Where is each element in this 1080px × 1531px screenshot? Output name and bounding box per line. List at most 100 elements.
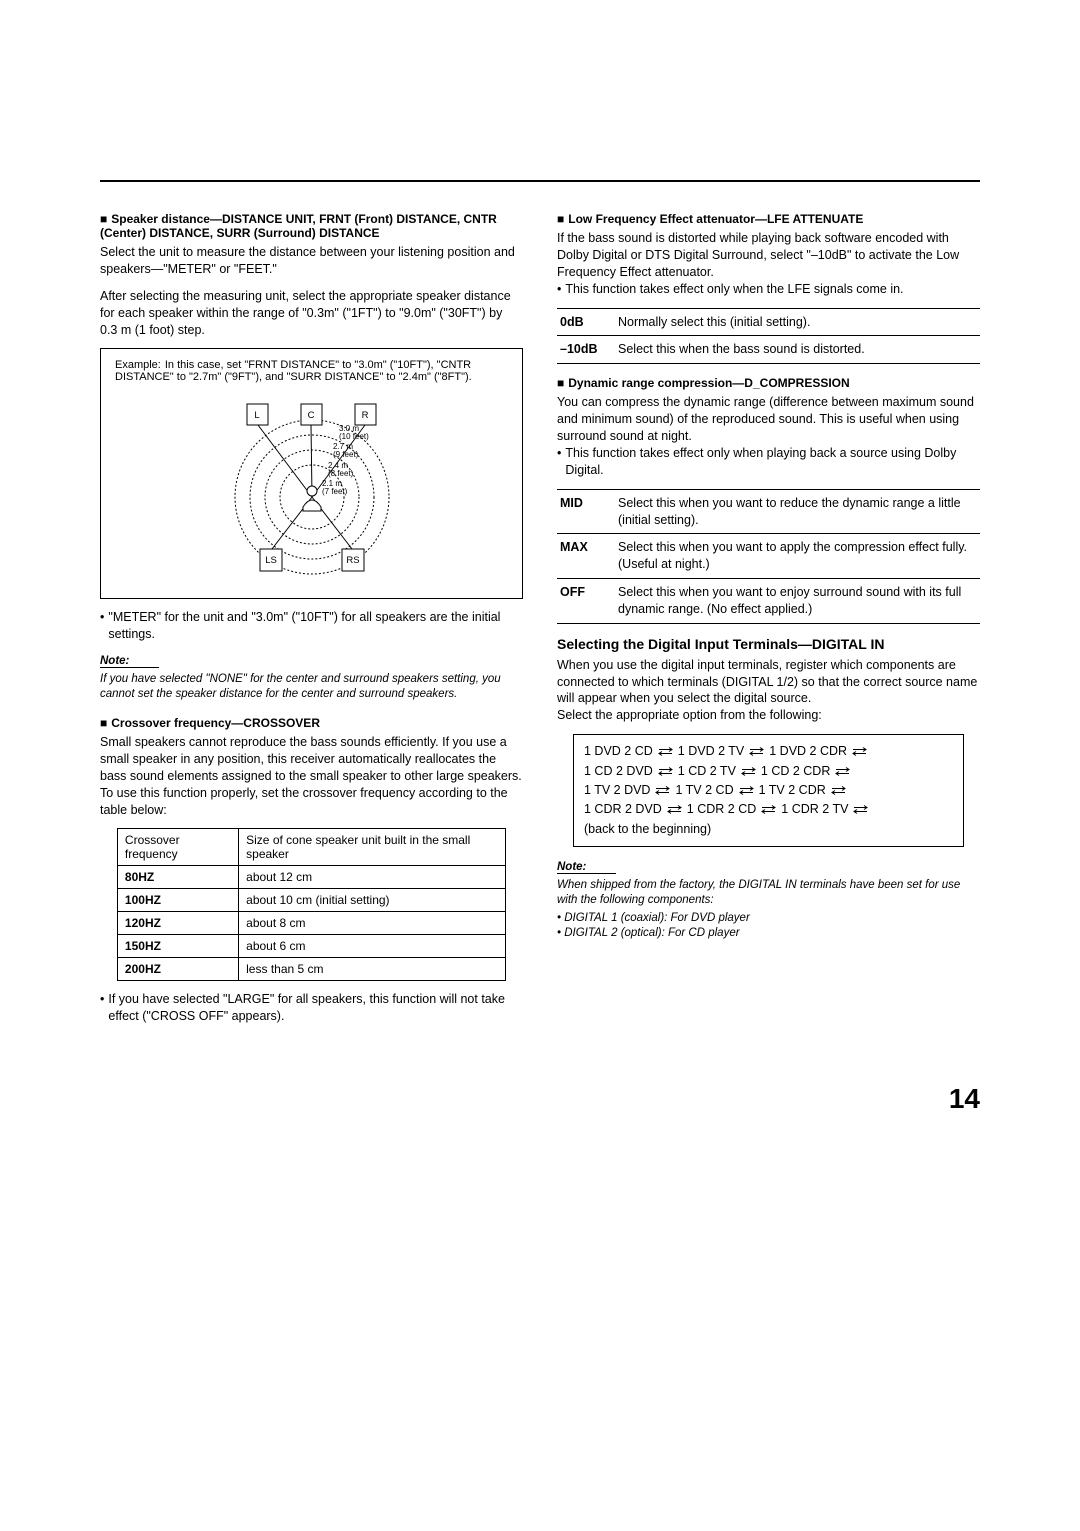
square-bullet-icon: ■: [100, 212, 107, 226]
swap-arrows-icon: [760, 805, 777, 814]
cell-val: about 12 cm: [239, 866, 506, 889]
heading-text: Speaker distance—DISTANCE UNIT, FRNT (Fr…: [100, 212, 497, 240]
heading-crossover: ■Crossover frequency—CROSSOVER: [100, 716, 523, 730]
bullet-large-speakers: • If you have selected "LARGE" for all s…: [100, 991, 523, 1025]
col-header-size: Size of cone speaker unit built in the s…: [239, 829, 506, 866]
swap-arrows-icon: [852, 805, 869, 814]
cell-key: 100HZ: [117, 889, 238, 912]
digital-in-row: 1 TV 2 DVD 1 TV 2 CD 1 TV 2 CDR: [584, 781, 953, 800]
col-header-freq: Crossover frequency: [117, 829, 238, 866]
speaker-layout-diagram: L C R LS RS: [187, 389, 437, 584]
note-heading: Note:: [557, 861, 616, 874]
cell-val: Select this when you want to reduce the …: [615, 489, 980, 534]
table-row: MAXSelect this when you want to apply th…: [557, 534, 980, 579]
bullet-text: This function takes effect only when the…: [565, 281, 903, 298]
dist-3f: (8 feet): [328, 469, 354, 478]
heading-compression: ■Dynamic range compression—D_COMPRESSION: [557, 376, 980, 390]
cell-val: Select this when the bass sound is disto…: [615, 336, 980, 364]
cell-val: less than 5 cm: [239, 958, 506, 981]
cell-val: about 8 cm: [239, 912, 506, 935]
swap-arrows-icon: [738, 786, 755, 795]
table-row: 80HZabout 12 cm: [117, 866, 505, 889]
para-compression: You can compress the dynamic range (diff…: [557, 394, 980, 445]
swap-arrows-icon: [740, 767, 757, 776]
back-to-beginning: (back to the beginning): [584, 820, 953, 839]
cell-key: 0dB: [557, 308, 615, 336]
digital-in-option: 1 DVD 2 TV: [678, 742, 744, 761]
bullet-lfe-signals: • This function takes effect only when t…: [557, 281, 980, 298]
label-L: L: [254, 410, 259, 421]
digital-in-option: 1 TV 2 CDR: [759, 781, 826, 800]
page-rule: [100, 180, 980, 182]
cell-key: MAX: [557, 534, 615, 579]
note-block: Note: If you have selected "NONE" for th…: [100, 653, 523, 702]
heading-lfe: ■ Low Frequency Effect attenuator—LFE ATT…: [557, 212, 980, 226]
bullet-dolby-only: • This function takes effect only when p…: [557, 445, 980, 479]
cell-val: Select this when you want to enjoy surro…: [615, 579, 980, 624]
dist-1f: (10 feet): [339, 432, 369, 441]
table-row: Crossover frequency Size of cone speaker…: [117, 829, 505, 866]
label-C: C: [307, 410, 314, 421]
table-row: 100HZabout 10 cm (initial setting): [117, 889, 505, 912]
bullet-dot-icon: •: [557, 281, 561, 298]
cell-key: 80HZ: [117, 866, 238, 889]
left-column: ■Speaker distance—DISTANCE UNIT, FRNT (F…: [100, 212, 523, 1035]
bullet-dot-icon: •: [557, 445, 561, 479]
digital-in-option: 1 CDR 2 CD: [687, 800, 756, 819]
para-digital-in-1: When you use the digital input terminals…: [557, 657, 980, 708]
digital-in-option: 1 CDR 2 TV: [781, 800, 848, 819]
swap-arrows-icon: [830, 786, 847, 795]
para-select-unit: Select the unit to measure the distance …: [100, 244, 523, 278]
dist-2f: (9 feet): [333, 450, 359, 459]
right-column: ■ Low Frequency Effect attenuator—LFE ATT…: [557, 212, 980, 1035]
table-row: 0dBNormally select this (initial setting…: [557, 308, 980, 336]
heading-text: Dynamic range compression—D_COMPRESSION: [568, 376, 849, 390]
square-bullet-icon: ■: [557, 212, 564, 226]
bullet-text: This function takes effect only when pla…: [565, 445, 980, 479]
digital-in-option: 1 TV 2 CD: [675, 781, 733, 800]
label-LS: LS: [265, 555, 277, 566]
example-body: In this case, set "FRNT DISTANCE" to "3.…: [115, 359, 472, 383]
note-item: DIGITAL 1 (coaxial): For DVD player: [557, 911, 980, 926]
swap-arrows-icon: [834, 767, 851, 776]
table-row: OFFSelect this when you want to enjoy su…: [557, 579, 980, 624]
bullet-dot-icon: •: [100, 609, 104, 643]
para-lfe: If the bass sound is distorted while pla…: [557, 230, 980, 281]
digital-in-row: 1 CD 2 DVD 1 CD 2 TV 1 CD 2 CDR: [584, 762, 953, 781]
cell-key: 150HZ: [117, 935, 238, 958]
cell-val: about 6 cm: [239, 935, 506, 958]
cell-val: Select this when you want to apply the c…: [615, 534, 980, 579]
bullet-meter-initial: • "METER" for the unit and "3.0m" ("10FT…: [100, 609, 523, 643]
note-block-right: Note: When shipped from the factory, the…: [557, 859, 980, 941]
cell-key: MID: [557, 489, 615, 534]
example-label: Example:: [115, 359, 161, 371]
content-columns: ■Speaker distance—DISTANCE UNIT, FRNT (F…: [100, 212, 980, 1035]
digital-in-option: 1 DVD 2 CD: [584, 742, 653, 761]
bullet-text: "METER" for the unit and "3.0m" ("10FT")…: [108, 609, 523, 643]
para-select-distance: After selecting the measuring unit, sele…: [100, 288, 523, 339]
cell-key: 120HZ: [117, 912, 238, 935]
table-row: MIDSelect this when you want to reduce t…: [557, 489, 980, 534]
speaker-diagram-box: Example:In this case, set "FRNT DISTANCE…: [100, 348, 523, 599]
label-R: R: [361, 410, 368, 421]
cell-key: OFF: [557, 579, 615, 624]
crossover-table: Crossover frequency Size of cone speaker…: [117, 828, 506, 981]
swap-arrows-icon: [666, 805, 683, 814]
example-text: Example:In this case, set "FRNT DISTANCE…: [115, 359, 508, 383]
lfe-table: 0dBNormally select this (initial setting…: [557, 308, 980, 365]
note-lead: When shipped from the factory, the DIGIT…: [557, 879, 960, 906]
note-heading: Note:: [100, 655, 159, 668]
digital-in-row: 1 CDR 2 DVD 1 CDR 2 CD 1 CDR 2 TV: [584, 800, 953, 819]
swap-arrows-icon: [657, 767, 674, 776]
swap-arrows-icon: [654, 786, 671, 795]
digital-in-option: 1 DVD 2 CDR: [769, 742, 847, 761]
label-RS: RS: [346, 555, 359, 566]
table-row: –10dBSelect this when the bass sound is …: [557, 336, 980, 364]
heading-text: Low Frequency Effect attenuator—LFE ATTE…: [568, 212, 863, 226]
cell-val: about 10 cm (initial setting): [239, 889, 506, 912]
digital-in-option: 1 CD 2 TV: [678, 762, 736, 781]
dist-4f: (7 feet): [322, 487, 348, 496]
note-body: If you have selected "NONE" for the cent…: [100, 672, 523, 702]
digital-in-option: 1 TV 2 DVD: [584, 781, 650, 800]
cell-key: 200HZ: [117, 958, 238, 981]
